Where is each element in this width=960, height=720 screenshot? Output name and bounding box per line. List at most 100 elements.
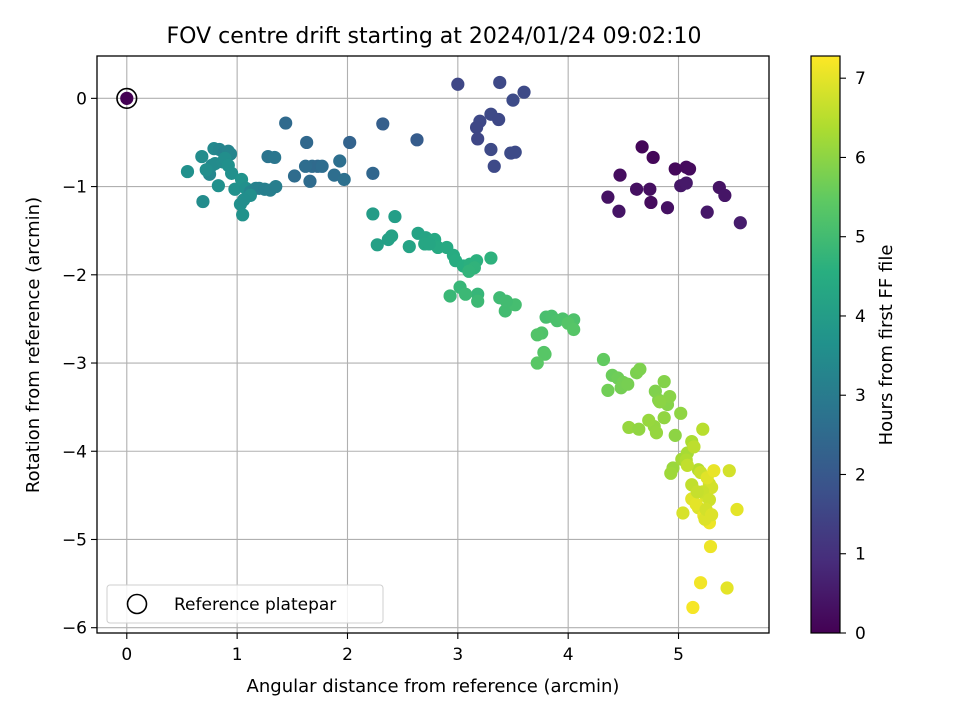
data-point	[484, 142, 498, 157]
x-tick-label: 5	[673, 645, 684, 665]
data-point	[462, 264, 476, 278]
reference-point	[120, 91, 134, 105]
data-point	[303, 174, 317, 188]
data-point	[402, 239, 416, 254]
colorbar-tick-label: 5	[855, 228, 866, 248]
data-point	[660, 201, 675, 215]
axis-ticks: 0 1 2 3 4 5 0 −1 −2 −3 −4 −5 −6	[62, 89, 684, 665]
data-point	[644, 195, 658, 210]
colorbar-gradient	[810, 55, 841, 634]
data-point	[471, 294, 485, 308]
data-point	[487, 159, 501, 173]
data-point	[484, 251, 498, 265]
data-point	[269, 179, 283, 194]
x-tick-label: 3	[452, 645, 463, 665]
data-point	[508, 145, 522, 159]
data-point	[722, 464, 736, 478]
data-point	[629, 182, 644, 196]
colorbar-tick-label: 7	[855, 69, 866, 89]
data-point	[225, 166, 239, 180]
grid-lines	[97, 56, 769, 633]
colorbar-tick-label: 2	[855, 465, 866, 485]
data-point	[506, 93, 520, 107]
data-point	[195, 149, 209, 164]
data-point	[703, 539, 718, 554]
data-point	[236, 208, 250, 222]
colorbar-tick-label: 4	[855, 307, 866, 327]
data-point	[663, 389, 677, 404]
data-point	[718, 188, 732, 202]
y-tick-label: −2	[62, 266, 87, 286]
colorbar-tick-label: 3	[855, 386, 866, 406]
data-point	[567, 322, 581, 337]
data-point	[471, 132, 485, 146]
data-point	[469, 120, 484, 135]
data-point	[196, 194, 210, 209]
data-point	[687, 440, 701, 454]
data-point	[690, 485, 704, 499]
data-point	[327, 168, 341, 182]
data-point	[538, 347, 552, 361]
data-point	[211, 179, 225, 193]
data-point	[657, 374, 671, 389]
data-point	[657, 411, 671, 425]
data-point	[700, 205, 714, 219]
y-tick-label: −1	[62, 178, 87, 198]
data-point	[680, 458, 694, 472]
colorbar-tick-label: 1	[855, 545, 866, 565]
data-point	[707, 464, 721, 478]
legend-marker-reference	[126, 593, 148, 615]
data-point	[633, 362, 647, 376]
data-point	[612, 204, 626, 218]
data-point	[664, 466, 678, 480]
x-tick-label: 0	[121, 645, 132, 665]
legend-box	[106, 584, 384, 624]
x-tick-label: 2	[342, 645, 353, 665]
data-point	[343, 135, 357, 150]
data-point	[493, 75, 507, 90]
data-point	[720, 581, 734, 595]
data-point	[422, 237, 436, 251]
data-point	[642, 413, 656, 427]
data-point	[632, 422, 646, 436]
y-tick-label: −4	[62, 442, 87, 462]
data-point	[337, 172, 351, 187]
data-point	[733, 216, 747, 230]
x-tick-label: 4	[563, 645, 574, 665]
x-axis-label: Angular distance from reference (arcmin)	[247, 676, 620, 697]
colorbar-label: Hours from first FF file	[876, 245, 897, 446]
data-point	[643, 182, 657, 196]
data-point	[268, 150, 282, 165]
data-point	[679, 176, 693, 190]
data-point	[676, 506, 690, 520]
data-point	[458, 287, 473, 301]
colorbar-ticks: 0 1 2 3 4 5 6 7	[840, 69, 866, 644]
data-point	[686, 600, 700, 615]
data-point	[333, 154, 347, 168]
data-point	[730, 502, 744, 517]
data-point	[705, 508, 719, 522]
data-point	[668, 162, 682, 176]
data-point	[279, 116, 293, 130]
y-tick-label: −5	[62, 530, 87, 550]
data-point	[366, 207, 380, 221]
y-axis-label: Rotation from reference (arcmin)	[23, 197, 44, 493]
y-tick-label: −3	[62, 354, 87, 374]
data-point	[180, 164, 195, 179]
data-point	[370, 238, 384, 252]
data-point	[376, 117, 390, 131]
data-point	[517, 85, 531, 99]
data-point	[621, 377, 635, 391]
data-point	[498, 304, 512, 318]
plot-frame	[96, 55, 770, 634]
legend: Reference platepar	[106, 584, 384, 624]
data-point	[237, 193, 251, 207]
colorbar-tick-label: 6	[855, 148, 866, 168]
data-point	[689, 497, 703, 511]
data-point	[530, 356, 544, 370]
data-point	[613, 168, 627, 182]
data-point	[530, 328, 544, 342]
data-point	[601, 190, 615, 204]
legend-label-reference: Reference platepar	[174, 595, 336, 615]
